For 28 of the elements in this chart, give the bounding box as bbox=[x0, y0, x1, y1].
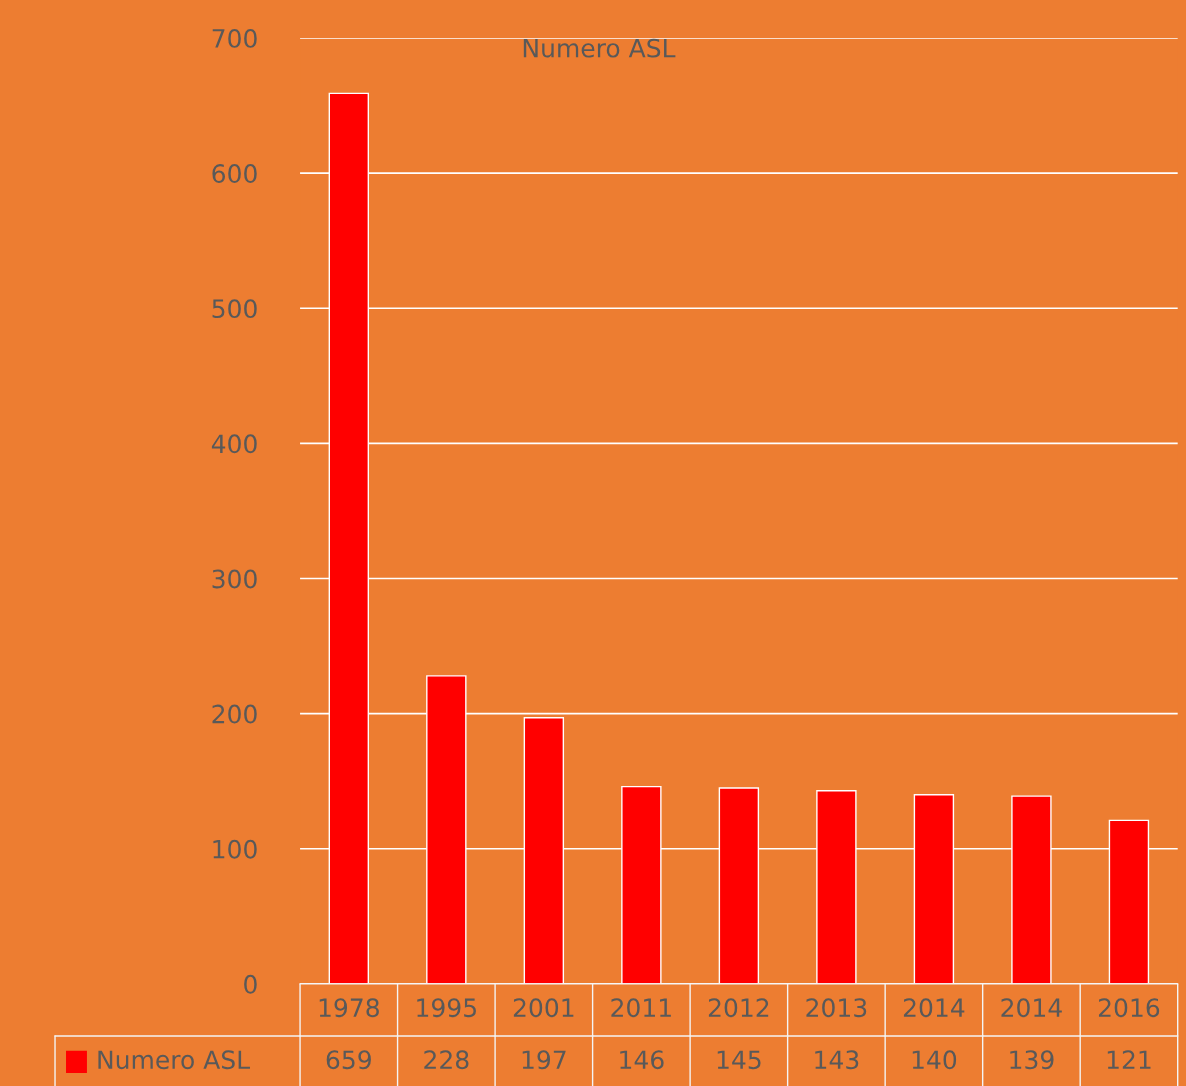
x-tick-label: 1978 bbox=[319, 998, 379, 1018]
data-label: 145 bbox=[717, 1050, 761, 1070]
y-tick-label: 600 bbox=[212, 164, 257, 183]
data-label: 121 bbox=[1107, 1050, 1151, 1069]
x-tick-label: 2012 bbox=[708, 998, 769, 1018]
data-label: 146 bbox=[620, 1050, 664, 1070]
y-tick-label: 0 bbox=[244, 974, 257, 994]
x-tick-label: 2014 bbox=[903, 998, 965, 1018]
y-tick-label: 700 bbox=[212, 28, 257, 48]
y-tick-label: 400 bbox=[211, 434, 257, 454]
data-label: 197 bbox=[522, 1050, 566, 1070]
y-tick-label: 200 bbox=[212, 704, 257, 724]
x-tick-label: 2011 bbox=[611, 998, 671, 1018]
data-label: 139 bbox=[1010, 1050, 1054, 1070]
x-tick-label: 2013 bbox=[806, 998, 867, 1018]
x-tick-label: 2014 bbox=[1001, 998, 1062, 1018]
y-tick-label: 500 bbox=[212, 299, 257, 319]
data-label: 659 bbox=[326, 1050, 371, 1070]
data-label: 228 bbox=[424, 1050, 469, 1070]
y-tick-label: 100 bbox=[213, 839, 257, 859]
x-tick-label: 2016 bbox=[1098, 998, 1160, 1018]
chart-title: Numero ASL bbox=[523, 38, 676, 58]
y-tick-label: 300 bbox=[212, 569, 257, 589]
data-label: 143 bbox=[815, 1050, 859, 1070]
data-label: 140 bbox=[912, 1050, 957, 1070]
x-tick-label: 2001 bbox=[513, 998, 574, 1018]
legend-label: Numero ASL bbox=[98, 1050, 250, 1070]
x-tick-label: 1995 bbox=[417, 998, 476, 1018]
